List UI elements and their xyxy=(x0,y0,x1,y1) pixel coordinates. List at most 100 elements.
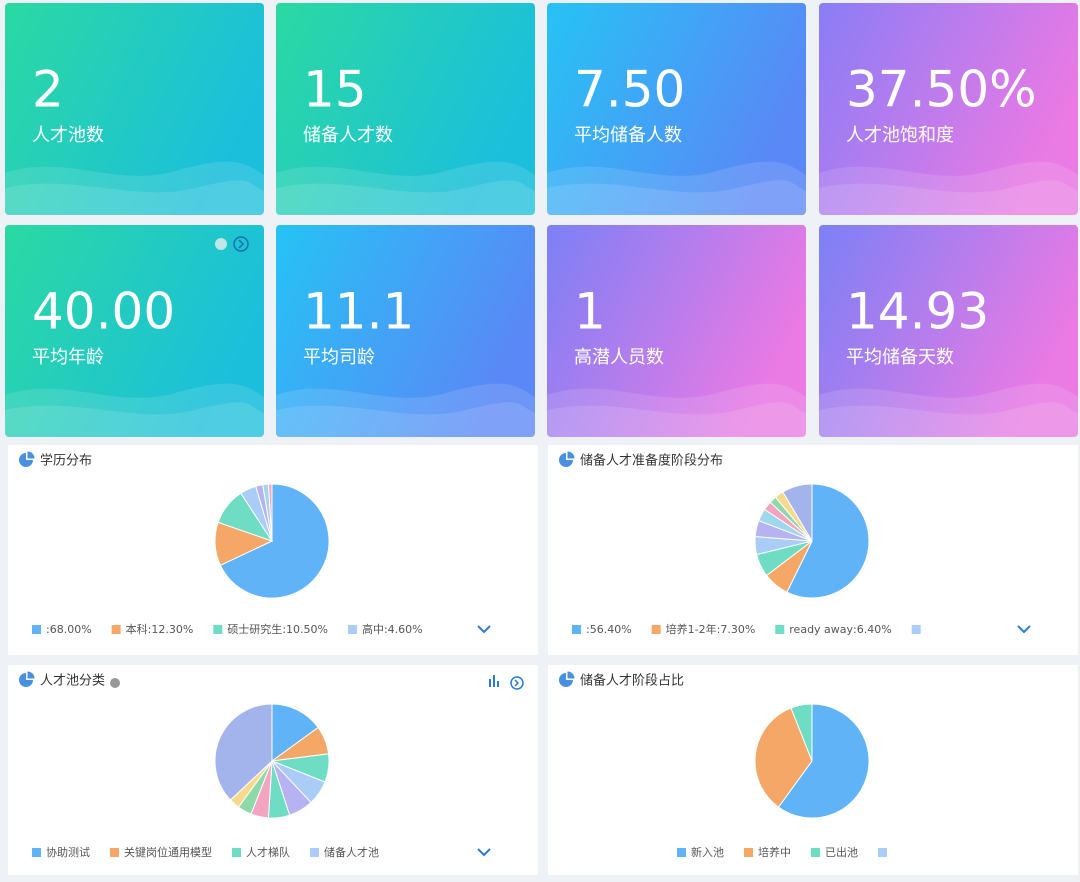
kpi-label: 人才池饱和度 xyxy=(846,125,954,146)
card-bg xyxy=(547,225,806,437)
legend-value: :12.30% xyxy=(148,623,194,636)
legend-label: ready away xyxy=(789,623,853,636)
legend-label: 培养中 xyxy=(758,845,791,859)
legend-label: 协助测试 xyxy=(46,845,90,859)
legend-swatch xyxy=(572,625,581,634)
card-wave xyxy=(5,383,264,437)
card-wave xyxy=(819,402,1078,437)
kpi-card: 40.00 平均年龄 xyxy=(5,225,264,437)
panel-icon xyxy=(19,673,33,687)
pie-slice xyxy=(782,483,813,543)
legend-swatch xyxy=(32,625,41,634)
chart-panel: 学历分布:68.00% 本科:12.30% 硕士研究生:10.50% 高中:4.60% xyxy=(8,445,538,655)
legend-label: 储备人才池 xyxy=(324,845,379,859)
card-wave xyxy=(5,402,264,437)
card-wave xyxy=(819,383,1078,437)
legend-swatch xyxy=(310,848,319,857)
legend-value: :10.50% xyxy=(282,623,328,636)
legend-swatch xyxy=(110,848,119,857)
panel-title: 人才池分类 xyxy=(40,674,105,689)
pie-slice xyxy=(219,483,330,599)
card-wave xyxy=(276,161,535,215)
card-wave xyxy=(547,383,806,437)
kpi-value: 2 xyxy=(32,61,64,119)
card-wave xyxy=(276,383,535,437)
card-wave xyxy=(276,180,535,215)
info-icon xyxy=(215,238,227,250)
legend-label: 培养1-2年 xyxy=(666,622,717,636)
kpi-label: 平均年龄 xyxy=(32,347,104,368)
legend-swatch xyxy=(744,848,753,857)
card-wave xyxy=(547,180,806,215)
legend-label: 硕士研究生 xyxy=(227,622,282,636)
panel-title: 储备人才准备度阶段分布 xyxy=(580,453,723,469)
legend-value: :68.00% xyxy=(46,623,92,636)
legend-swatch xyxy=(677,848,686,857)
pie-slice xyxy=(267,483,273,542)
kpi-value: 40.00 xyxy=(32,283,175,341)
kpi-value: 1 xyxy=(574,283,606,341)
kpi-card: 15 储备人才数 xyxy=(276,3,535,215)
legend-label: 人才梯队 xyxy=(246,845,290,859)
card-bg xyxy=(819,3,1078,215)
kpi-card: 1 高潜人员数 xyxy=(547,225,806,437)
legend-label: 已出池 xyxy=(825,845,858,859)
pie-slice xyxy=(777,703,870,819)
panel-title: 储备人才阶段占比 xyxy=(580,673,684,689)
kpi-card: 11.1 平均司龄 xyxy=(276,225,535,437)
panel-icon xyxy=(567,451,575,459)
legend-swatch xyxy=(232,848,241,857)
card-bg xyxy=(276,225,535,437)
card-wave xyxy=(5,180,264,215)
legend-swatch xyxy=(811,848,820,857)
kpi-value: 7.50 xyxy=(574,61,685,119)
pie-slice xyxy=(271,703,319,762)
pie-slice xyxy=(786,483,870,599)
card-bg xyxy=(5,3,264,215)
legend-swatch xyxy=(213,625,223,634)
detail-icon[interactable] xyxy=(233,236,249,252)
pie-slice xyxy=(214,703,273,801)
card-bg xyxy=(547,3,806,215)
legend-more[interactable] xyxy=(1017,625,1031,634)
panel-icon xyxy=(27,451,35,459)
kpi-card: 37.50% 人才池饱和度 xyxy=(819,3,1078,215)
card-wave xyxy=(5,161,264,215)
legend-swatch xyxy=(651,625,661,634)
card-bg xyxy=(819,225,1078,437)
card-wave xyxy=(547,161,806,215)
kpi-label: 平均司龄 xyxy=(303,347,375,368)
legend-label: 本科 xyxy=(126,622,148,636)
kpi-value: 11.1 xyxy=(303,283,414,341)
legend-value: :7.30% xyxy=(717,623,756,636)
card-bg xyxy=(276,3,535,215)
kpi-label: 人才池数 xyxy=(32,125,104,146)
kpi-label: 高潜人员数 xyxy=(574,347,664,368)
legend-label: 关键岗位通用模型 xyxy=(124,845,212,859)
card-wave xyxy=(819,161,1078,215)
detail-icon[interactable] xyxy=(510,676,524,690)
kpi-label: 储备人才数 xyxy=(303,125,393,146)
card-bg xyxy=(5,225,264,437)
legend-more[interactable] xyxy=(477,625,491,634)
detail-arrow xyxy=(238,239,245,249)
panel-title: 学历分布 xyxy=(40,453,92,469)
kpi-card: 2 人才池数 xyxy=(5,3,264,215)
card-wave xyxy=(547,402,806,437)
legend-more[interactable] xyxy=(477,848,491,857)
detail-arrow xyxy=(514,679,520,687)
info-icon xyxy=(110,678,121,688)
kpi-card: 14.93 平均储备天数 xyxy=(819,225,1078,437)
bar-icon[interactable] xyxy=(489,675,499,687)
panel-icon xyxy=(567,671,575,679)
kpi-value: 15 xyxy=(303,61,367,119)
legend-value: :4.60% xyxy=(384,623,423,636)
legend-swatch xyxy=(775,625,785,634)
legend-swatch xyxy=(878,848,887,857)
legend-swatch xyxy=(347,625,357,634)
card-wave xyxy=(276,402,535,437)
